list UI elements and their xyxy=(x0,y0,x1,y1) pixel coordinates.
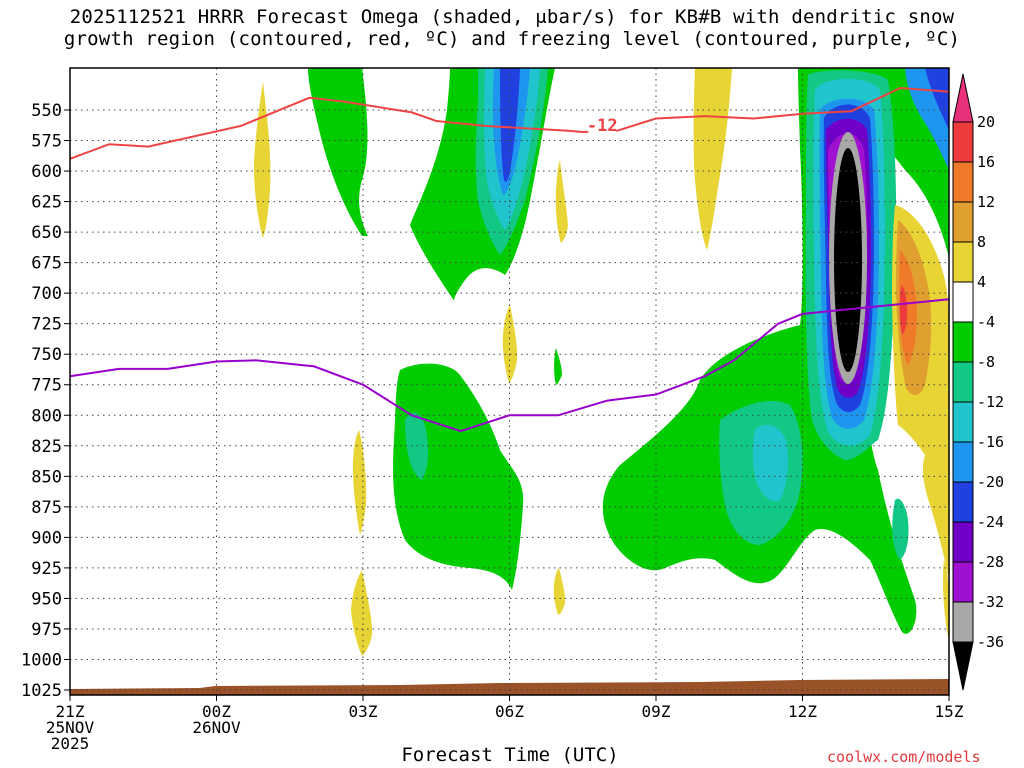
omega-region-darkblue-upper xyxy=(500,68,520,182)
x-tick-label: 2025 xyxy=(51,734,90,753)
y-tick-label: 975 xyxy=(31,620,62,640)
y-tick-label: 600 xyxy=(31,162,62,182)
omega-region-teal-lower-right xyxy=(892,498,909,560)
omega-region-yellow-7 xyxy=(693,68,732,250)
omega-region-yellow-6 xyxy=(553,568,566,615)
colorbar-tick-label: 20 xyxy=(977,113,995,131)
y-tick-label: 1025 xyxy=(21,681,62,701)
x-tick-label: 00Z xyxy=(202,702,231,721)
y-axis-ticks: 550 575 600 625 650 675 700 725 750 775 800 825 850 8… xyxy=(21,101,70,701)
omega-region-red-right xyxy=(899,285,908,335)
y-tick-label: 675 xyxy=(31,254,62,274)
omega-region-yellow-3 xyxy=(351,570,373,656)
chart-title: 2025112521 HRRR Forecast Omega (shaded, … xyxy=(0,6,1024,50)
colorbar-tick-label: -16 xyxy=(977,433,1004,451)
ground-terrain xyxy=(70,679,949,695)
colorbar-bin xyxy=(952,321,974,363)
colorbar-tick-label: -20 xyxy=(977,473,1004,491)
omega-region-black-core xyxy=(834,148,862,372)
y-tick-label: 725 xyxy=(31,315,62,335)
colorbar-bin xyxy=(952,201,974,243)
colorbar-bin xyxy=(952,121,974,163)
colorbar-bin xyxy=(952,641,974,691)
omega-region-orange-right xyxy=(899,250,917,365)
x-tick-label: 26NOV xyxy=(192,718,241,737)
x-tick-label: 15Z xyxy=(935,702,964,721)
chart-title-line-1: 2025112521 HRRR Forecast Omega (shaded, … xyxy=(69,6,955,28)
x-tick-label: 12Z xyxy=(788,702,817,721)
colorbar-bin xyxy=(952,361,974,403)
credit-text: coolwx.com/models xyxy=(827,748,981,766)
omega-region-yellow-5 xyxy=(555,160,568,243)
x-tick-label: 25NOV xyxy=(46,718,95,737)
dgz-label-background xyxy=(588,118,617,133)
colorbar: 20 16 12 8 4 -4 -8 -12 -16 -20 -24 -28 -32 -36 xyxy=(952,73,1004,691)
colorbar-bin xyxy=(952,601,974,643)
freezing-level-line xyxy=(69,298,950,433)
colorbar-bin xyxy=(952,161,974,203)
colorbar-tick-label: -24 xyxy=(977,513,1004,531)
dgz-contour-line xyxy=(69,86,950,160)
omega-region-yellow-1 xyxy=(253,82,271,238)
y-tick-label: 750 xyxy=(31,345,62,365)
colorbar-bin xyxy=(952,241,974,283)
x-tick-label: 09Z xyxy=(642,702,671,721)
y-tick-label: 800 xyxy=(31,406,62,426)
omega-region-cyan-lower xyxy=(752,424,788,502)
colorbar-tick-label: 4 xyxy=(977,273,986,291)
colorbar-tick-label: -8 xyxy=(977,353,995,371)
omega-shading xyxy=(70,68,949,695)
x-tick-label: 21Z xyxy=(56,702,85,721)
colorbar-bin xyxy=(952,281,974,323)
x-axis-label: Forecast Time (UTC) xyxy=(401,744,619,766)
colorbar-tick-label: -4 xyxy=(977,313,995,331)
y-tick-label: 950 xyxy=(31,589,62,609)
y-tick-label: 925 xyxy=(31,559,62,579)
y-tick-label: 875 xyxy=(31,498,62,518)
y-tick-label: 1000 xyxy=(21,650,62,670)
x-tick-label: 03Z xyxy=(349,702,378,721)
colorbar-bin xyxy=(952,481,974,523)
colorbar-tick-label: -32 xyxy=(977,593,1004,611)
colorbar-bin xyxy=(952,73,974,123)
y-tick-label: 700 xyxy=(31,284,62,304)
y-tick-label: 575 xyxy=(31,132,62,152)
omega-region-yellow-9 xyxy=(943,560,949,640)
colorbar-tick-label: 16 xyxy=(977,153,995,171)
colorbar-bin xyxy=(952,521,974,563)
colorbar-tick-label: 8 xyxy=(977,233,986,251)
y-tick-label: 850 xyxy=(31,467,62,487)
colorbar-tick-label: -36 xyxy=(977,633,1004,651)
contour-lines xyxy=(69,86,950,433)
colorbar-tick-label: 12 xyxy=(977,193,995,211)
y-tick-label: 775 xyxy=(31,376,62,396)
colorbar-bin xyxy=(952,441,974,483)
y-tick-label: 900 xyxy=(31,528,62,548)
colorbar-tick-label: -28 xyxy=(977,553,1004,571)
y-tick-label: 550 xyxy=(31,101,62,121)
omega-region-green-small xyxy=(554,348,562,385)
colorbar-bin xyxy=(952,561,974,603)
y-tick-label: 825 xyxy=(31,437,62,457)
omega-region-darkblue-far-right xyxy=(925,68,949,130)
grid-lines xyxy=(70,68,949,695)
dgz-contour-label: -12 xyxy=(587,116,618,136)
chart-title-line-2: growth region (contoured, red, ºC) and f… xyxy=(63,28,961,50)
x-tick-label: 06Z xyxy=(495,702,524,721)
y-tick-label: 650 xyxy=(31,223,62,243)
y-tick-label: 625 xyxy=(31,193,62,213)
colorbar-bin xyxy=(952,401,974,443)
colorbar-tick-label: -12 xyxy=(977,393,1004,411)
